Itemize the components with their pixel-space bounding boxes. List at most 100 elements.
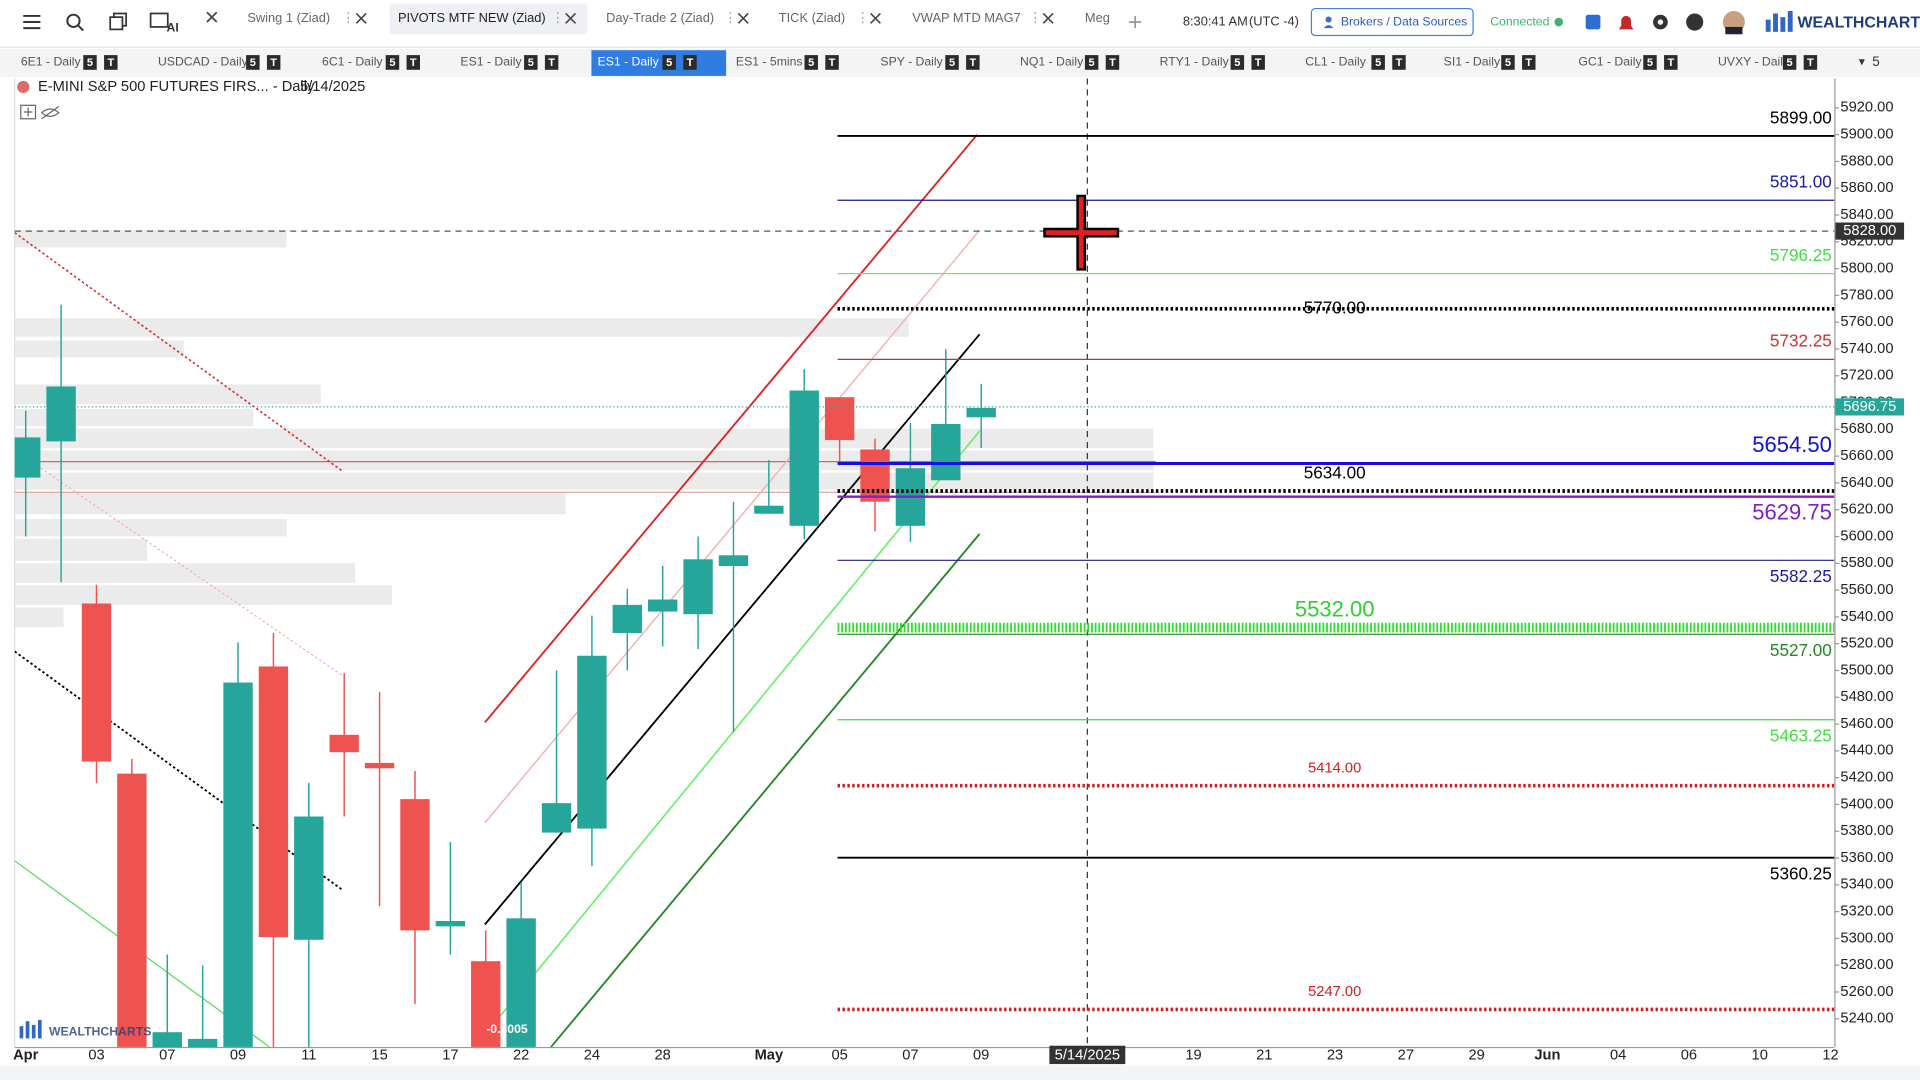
symbol-tab-label[interactable]: ES1 - Daily — [460, 55, 522, 69]
pivot-label: 5360.25 — [1770, 863, 1832, 883]
candle-body — [400, 799, 430, 931]
x-tick-label: 09 — [973, 1047, 989, 1063]
badge — [1501, 55, 1515, 70]
type-icon-label[interactable]: T — [107, 57, 114, 69]
status-dot — [1554, 17, 1564, 27]
symbol-tab-label[interactable]: 6E1 - Daily — [21, 55, 82, 69]
search-icon[interactable] — [66, 13, 84, 32]
tab-close[interactable] — [355, 12, 367, 24]
badge — [662, 55, 676, 70]
type-icon-label[interactable]: T — [1109, 57, 1116, 69]
y-tick-label: 5840.00 — [1840, 207, 1893, 223]
candle-body — [931, 423, 961, 481]
type-icon-label[interactable]: T — [687, 57, 694, 69]
y-tick-label: 5340.00 — [1840, 877, 1893, 893]
layout-caret[interactable]: ▾ — [1859, 55, 1866, 69]
hide-icon[interactable] — [40, 106, 60, 120]
copy-icon[interactable] — [109, 12, 127, 31]
symbol-tab-label[interactable]: SI1 - Daily — [1444, 55, 1501, 69]
tab-close[interactable] — [737, 12, 749, 24]
alerts-icon[interactable] — [1618, 15, 1634, 30]
y-tick-label: 5620.00 — [1840, 502, 1893, 518]
candle-body — [541, 803, 572, 833]
ai-icon[interactable] — [149, 12, 169, 28]
brokers-button[interactable] — [1310, 7, 1474, 37]
symbol-tab-label[interactable]: 6C1 - Daily — [322, 55, 383, 69]
help-icon[interactable] — [1686, 13, 1704, 31]
type-icon-label[interactable]: T — [1525, 57, 1532, 69]
badge-label: 5 — [808, 57, 814, 69]
type-icon-label[interactable]: T — [410, 57, 417, 69]
brokers-label[interactable]: Brokers / Data Sources — [1341, 14, 1467, 28]
x-tick-label: 07 — [159, 1047, 175, 1063]
tab-label[interactable]: PIVOTS MTF NEW (Ziad) — [398, 10, 546, 25]
candle-body — [46, 386, 76, 442]
type-icon-label[interactable]: T — [1807, 57, 1814, 69]
close-icon[interactable] — [206, 11, 218, 23]
crosshair-price-box — [1835, 222, 1905, 240]
candle-body — [506, 918, 536, 1047]
type-icon-label[interactable]: T — [1396, 57, 1403, 69]
symbol-tab-label[interactable]: USDCAD - Daily — [158, 55, 249, 69]
symbol-tab-label[interactable]: NQ1 - Daily — [1020, 55, 1084, 69]
ai-label[interactable]: AI — [167, 20, 179, 34]
type-icon-label[interactable]: T — [829, 57, 836, 69]
expand-icon[interactable] — [20, 104, 37, 120]
y-tick-label: 5280.00 — [1840, 957, 1893, 973]
badge — [945, 55, 959, 70]
x-tick-label: May — [755, 1047, 784, 1063]
y-tick-label: 5560.00 — [1840, 582, 1893, 598]
symbol-tab-label[interactable]: ES1 - Daily — [598, 55, 660, 69]
symbol-tab-label[interactable]: ES1 - 5mins — [736, 55, 803, 69]
badge-label: 5 — [389, 57, 395, 69]
type-icon-label[interactable]: T — [1667, 57, 1674, 69]
tab-close[interactable] — [565, 12, 577, 24]
candle-body — [81, 603, 112, 762]
x-tick-label: 22 — [513, 1047, 529, 1063]
symbol-tab-label[interactable]: RTY1 - Daily — [1160, 55, 1230, 69]
type-icon — [1105, 55, 1120, 70]
tab-drag: ⋮ — [551, 10, 564, 25]
type-icon-label[interactable]: T — [270, 57, 277, 69]
tab-close[interactable] — [870, 12, 881, 24]
symbol-tab-label[interactable]: UVXY - Daily — [1718, 55, 1790, 69]
y-tick-label: 5300.00 — [1840, 930, 1893, 946]
tab-label[interactable]: VWAP MTD MAG7 — [912, 10, 1020, 25]
type-icon-label[interactable]: T — [1255, 57, 1262, 69]
tab-label[interactable]: Day-Trade 2 (Ziad) — [606, 10, 714, 25]
menu-icon[interactable] — [23, 14, 41, 30]
y-tick-label: 5920.00 — [1840, 100, 1893, 116]
type-icon-label[interactable]: T — [969, 57, 976, 69]
symbol-tab-label[interactable]: CL1 - Daily — [1305, 55, 1366, 69]
candle-body — [14, 437, 41, 478]
connection-status: Connected — [1490, 14, 1549, 28]
type-icon — [1803, 55, 1818, 70]
layout-count[interactable]: 5 — [1872, 54, 1879, 69]
symbol-tab-label[interactable]: SPY - Daily — [880, 55, 943, 69]
candle-body — [471, 961, 501, 1047]
symbol-tab-label[interactable]: GC1 - Daily — [1578, 55, 1642, 69]
user-glyph — [1325, 16, 1332, 23]
badge — [246, 55, 260, 70]
save-icon[interactable] — [1585, 14, 1601, 30]
candle-body — [152, 1032, 182, 1047]
badge — [1230, 55, 1245, 70]
add-tab-icon[interactable] — [1128, 15, 1142, 29]
x-tick-label: 03 — [88, 1047, 104, 1063]
badge-label: 5 — [1505, 57, 1511, 69]
type-icon-label[interactable]: T — [548, 57, 555, 69]
tab-label[interactable]: Meg — [1085, 10, 1110, 25]
channel-line — [484, 134, 978, 724]
x-tick-label: 09 — [230, 1047, 246, 1063]
user-glyph — [1323, 25, 1334, 29]
candle-body — [223, 682, 253, 1047]
tab-label[interactable]: TICK (Ziad) — [779, 10, 845, 25]
tab-close[interactable] — [1042, 12, 1054, 24]
y-tick-label: 5600.00 — [1840, 528, 1893, 544]
pivot-label: 5732.25 — [1770, 331, 1832, 351]
badge-label: 5 — [250, 57, 256, 69]
candle-body — [117, 773, 147, 1047]
y-tick-label: 5640.00 — [1840, 475, 1893, 491]
tab-label[interactable]: Swing 1 (Ziad) — [247, 10, 330, 25]
tab-bar: Swing 1 (Ziad) ⋮ PIVOTS MTF NEW (Ziad) ⋮ Day… — [247, 3, 1110, 35]
